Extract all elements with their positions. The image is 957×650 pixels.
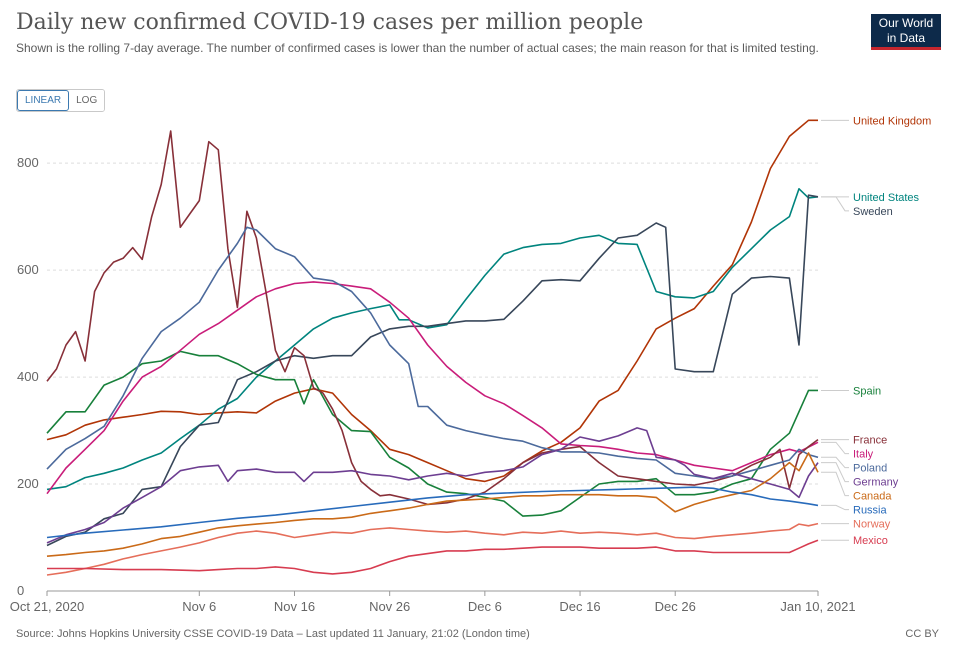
series-line bbox=[46, 522, 819, 576]
legend-label: Canada bbox=[853, 491, 892, 503]
legend-label: Mexico bbox=[853, 535, 888, 547]
logo-line-2: in Data bbox=[886, 31, 926, 45]
x-tick-label: Oct 21, 2020 bbox=[10, 599, 84, 614]
legend-leader-line bbox=[821, 196, 849, 212]
legend-label: Spain bbox=[853, 385, 881, 397]
y-tick-label: 600 bbox=[17, 262, 39, 277]
x-tick-label: Jan 10, 2021 bbox=[780, 599, 855, 614]
legend-leader-line bbox=[821, 504, 849, 511]
series-line bbox=[46, 452, 819, 557]
legend-leader-line bbox=[821, 471, 849, 497]
log-scale-button[interactable]: LOG bbox=[69, 90, 105, 111]
owid-logo[interactable]: Our World in Data bbox=[871, 14, 941, 50]
chart-title: Daily new confirmed COVID-19 cases per m… bbox=[16, 10, 644, 35]
scale-toggle: LINEAR LOG bbox=[16, 89, 106, 112]
series-line bbox=[46, 119, 818, 483]
series-line bbox=[46, 281, 819, 495]
series-line bbox=[46, 226, 819, 480]
legend-label: Italy bbox=[853, 449, 874, 461]
x-tick-label: Nov 16 bbox=[274, 599, 315, 614]
y-tick-label: 400 bbox=[17, 369, 39, 384]
y-tick-label: 0 bbox=[17, 583, 24, 598]
series-line bbox=[46, 486, 819, 539]
x-tick-label: Nov 6 bbox=[182, 599, 216, 614]
series-line bbox=[47, 539, 819, 575]
y-tick-label: 800 bbox=[17, 155, 39, 170]
x-tick-label: Dec 6 bbox=[468, 599, 502, 614]
x-tick-label: Nov 26 bbox=[369, 599, 410, 614]
x-tick-label: Dec 16 bbox=[559, 599, 600, 614]
source-note: Source: Johns Hopkins University CSSE CO… bbox=[16, 628, 530, 640]
logo-line-1: Our World bbox=[878, 16, 934, 30]
legend-label: Norway bbox=[853, 519, 891, 531]
legend-label: Sweden bbox=[853, 206, 893, 218]
series-line bbox=[46, 194, 819, 547]
legend-label: United Kingdom bbox=[853, 115, 931, 127]
series-line bbox=[46, 350, 818, 517]
chart-subtitle: Shown is the rolling 7-day average. The … bbox=[16, 41, 819, 55]
legend-label: United States bbox=[853, 192, 920, 204]
y-tick-label: 200 bbox=[17, 476, 39, 491]
legend-label: France bbox=[853, 435, 887, 447]
series-line bbox=[46, 130, 819, 506]
legend-leader-line bbox=[821, 456, 849, 469]
series-line bbox=[46, 427, 819, 544]
series-line bbox=[46, 188, 819, 491]
legend-label: Germany bbox=[853, 477, 899, 489]
legend-leader-line bbox=[821, 441, 849, 455]
x-tick-label: Dec 26 bbox=[655, 599, 696, 614]
legend-label: Russia bbox=[853, 505, 888, 517]
legend-leader-line bbox=[821, 462, 849, 483]
license-label[interactable]: CC BY bbox=[905, 628, 939, 640]
legend-label: Poland bbox=[853, 463, 887, 475]
linear-scale-button[interactable]: LINEAR bbox=[17, 90, 70, 111]
